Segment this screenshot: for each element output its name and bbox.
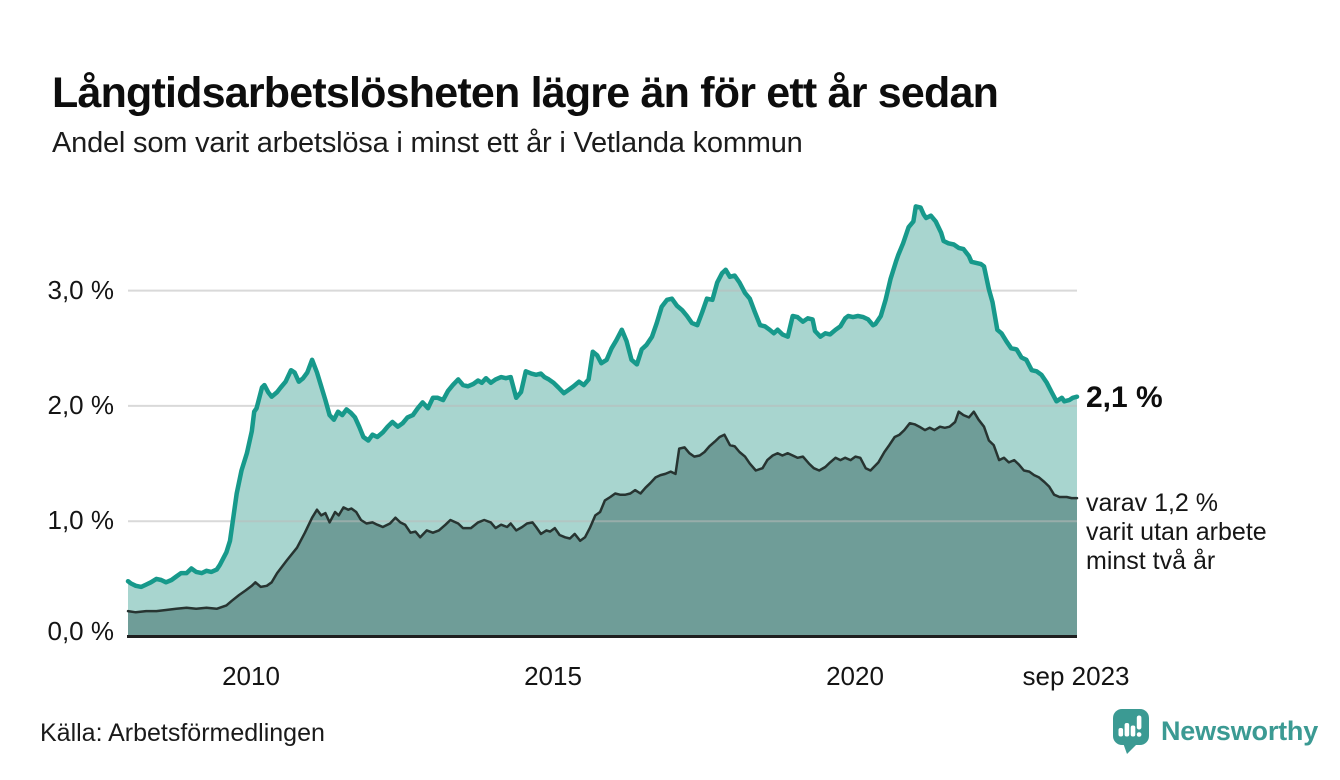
secondary-series-annotation: varav 1,2 % varit utan arbete minst två … <box>1086 489 1267 576</box>
newsworthy-speech-bubble-chart-icon <box>1113 709 1149 754</box>
x-axis-tick-label: 2020 <box>826 661 884 691</box>
series-line-1 <box>126 410 1079 614</box>
annotation-line: minst två år <box>1086 547 1216 575</box>
x-axis-tick-label: sep 2023 <box>1022 661 1130 691</box>
x-axis-tick-label: 2015 <box>524 661 582 691</box>
y-axis-tick-label: 0,0 % <box>47 615 115 646</box>
y-axis-tick-label: 3,0 % <box>47 274 115 305</box>
series-area-1 <box>128 411 1077 637</box>
annotation-line: varit utan arbete <box>1086 518 1267 546</box>
series-line-0 <box>125 204 1080 590</box>
page-title: Långtidsarbetslösheten lägre än för ett … <box>52 68 999 117</box>
source-note: Källa: Arbetsförmedlingen <box>40 719 325 747</box>
y-axis-tick-label: 1,0 % <box>47 504 115 535</box>
newsworthy-wordmark: Newsworthy <box>1161 716 1319 746</box>
page-subtitle: Andel som varit arbetslösa i minst ett å… <box>52 127 803 159</box>
annotation-line: varav 1,2 % <box>1086 489 1219 517</box>
x-axis-tick-label: 2010 <box>222 661 280 691</box>
y-axis-tick-label: 2,0 % <box>47 389 115 420</box>
series-end-value-label: 2,1 % <box>1086 381 1163 414</box>
newsworthy-logo: Newsworthy <box>1112 708 1318 755</box>
